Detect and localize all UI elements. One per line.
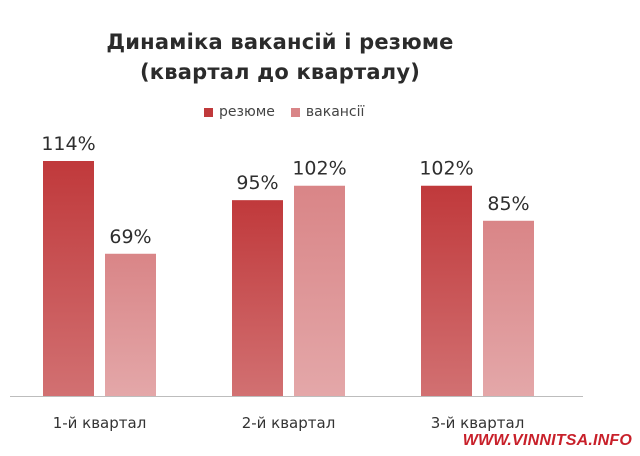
legend-label-vacancies: вакансії bbox=[305, 104, 365, 120]
data-label-resume-q3: 102% bbox=[419, 158, 473, 180]
bar-vacancies-q3 bbox=[483, 220, 534, 396]
legend-swatch-vacancies bbox=[290, 107, 300, 117]
legend-item-vacancies: вакансії bbox=[290, 104, 365, 120]
data-label-resume-q1: 114% bbox=[41, 133, 95, 155]
legend-label-resume: резюме bbox=[219, 104, 275, 120]
legend-item-resume: резюме bbox=[204, 104, 275, 120]
chart-subtitle: (квартал до кварталу) bbox=[139, 60, 421, 84]
data-label-vacancies-q2: 102% bbox=[292, 158, 346, 180]
watermark: WWW.VINNITSA.INFO bbox=[462, 432, 632, 449]
bar-resume-q3 bbox=[421, 185, 472, 396]
chart-legend: резюме вакансії bbox=[204, 104, 380, 120]
bar-resume-q1 bbox=[43, 161, 94, 396]
bar-vacancies-q2 bbox=[294, 185, 345, 396]
x-tick-label-q2: 2-й квартал bbox=[242, 414, 336, 432]
x-tick-label-q3: 3-й квартал bbox=[431, 414, 525, 432]
bar-resume-q2 bbox=[232, 200, 283, 396]
data-label-resume-q2: 95% bbox=[236, 172, 278, 194]
data-label-vacancies-q1: 69% bbox=[109, 226, 151, 248]
x-tick-label-q1: 1-й квартал bbox=[53, 414, 147, 432]
data-label-vacancies-q3: 85% bbox=[487, 193, 529, 215]
bar-vacancies-q1 bbox=[105, 253, 156, 396]
chart-title: Динаміка вакансій і резюме bbox=[106, 30, 454, 54]
legend-swatch-resume bbox=[204, 107, 213, 117]
